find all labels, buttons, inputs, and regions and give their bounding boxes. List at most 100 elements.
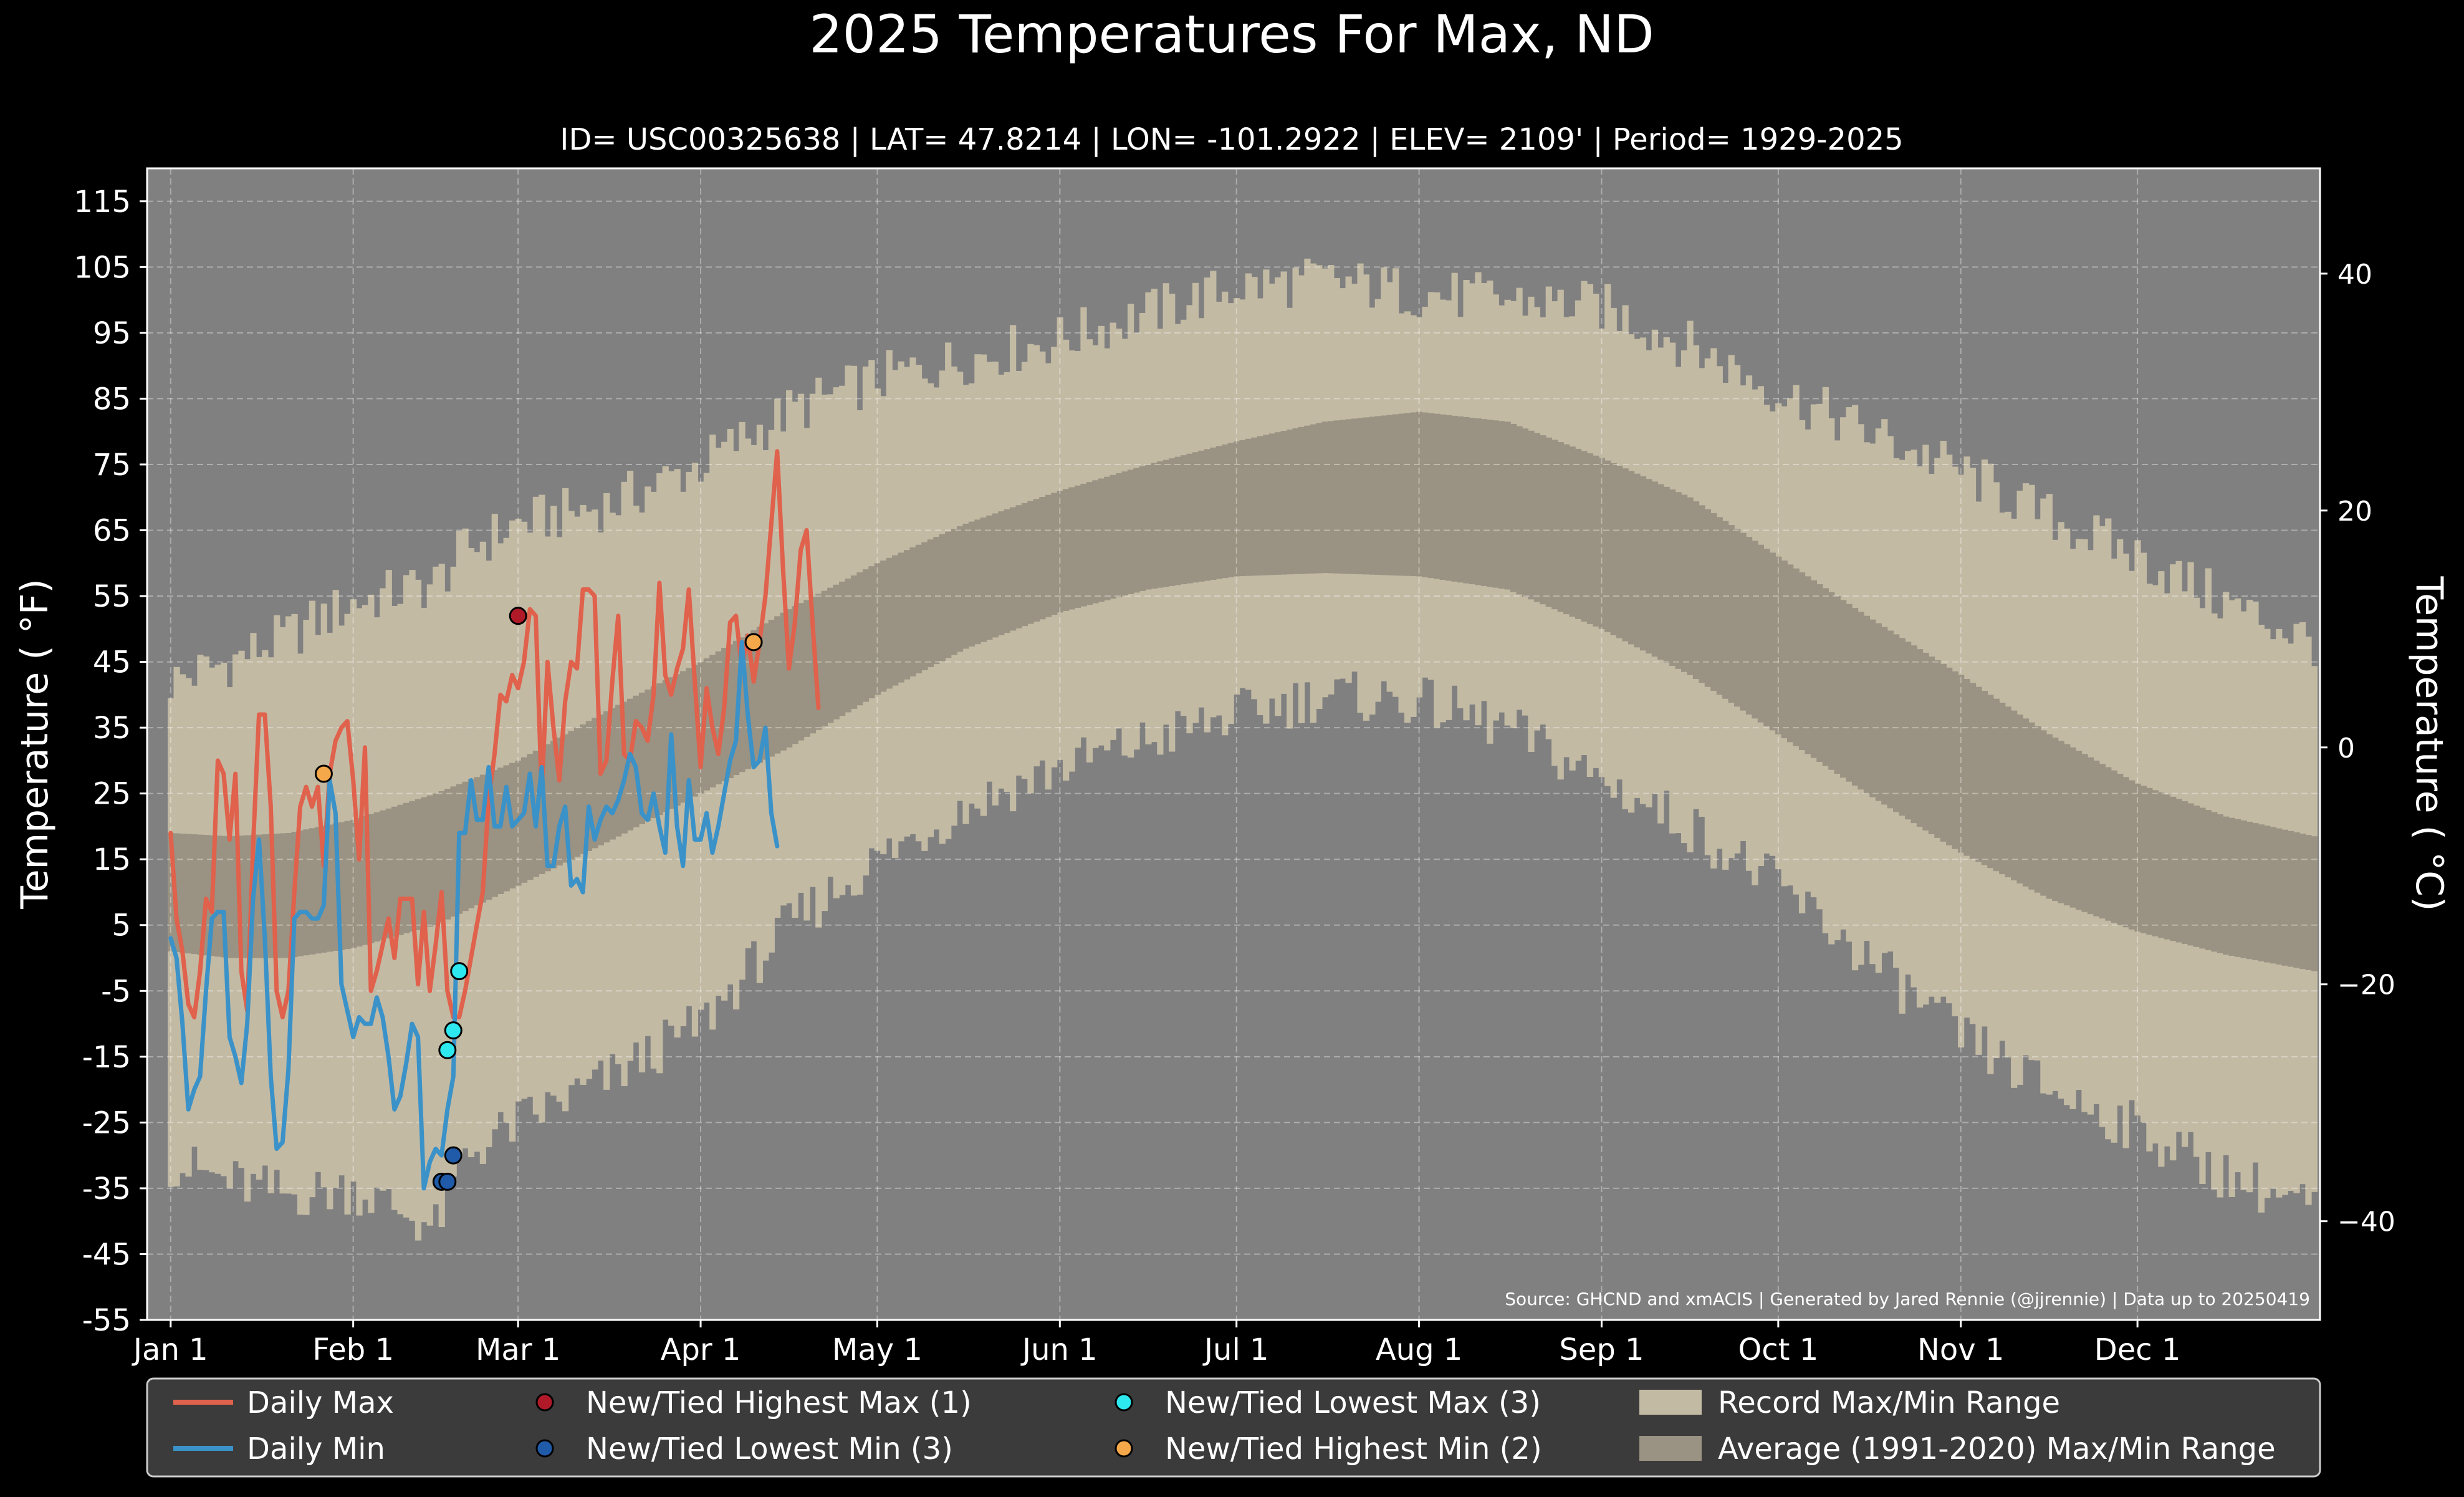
average-range-bar [892,555,899,686]
legend-label: Average (1991-2020) Max/Min Range [1718,1432,2276,1466]
average-range-bar [2099,764,2106,919]
average-range-bar [1545,437,1552,607]
average-range-bar [2223,816,2230,955]
record-marker [438,1041,457,1059]
average-range-bar [1492,420,1499,588]
average-range-bar [274,834,280,958]
average-range-bar [562,734,569,863]
chart-subtitle: ID= USC00325638 | LAT= 47.8214 | LON= -1… [560,122,1903,157]
average-range-bar [1121,471,1128,596]
average-range-bar [238,835,245,958]
y-axis-label-left: Temperature ( °F) [13,579,57,910]
average-range-bar [2193,806,2200,947]
average-range-bar [297,830,304,956]
average-range-bar [1757,544,1765,723]
average-range-bar [1357,418,1364,575]
x-tick-label: Nov 1 [1917,1332,2004,1367]
average-range-bar [727,644,734,779]
average-range-bar [438,791,445,923]
y-right-tick-label: 40 [2337,259,2372,291]
y-tick-label: -25 [82,1105,131,1140]
average-range-bar [1787,564,1794,743]
average-range-bar [1321,421,1328,574]
average-range-bar [715,651,722,784]
average-range-bar [679,671,687,803]
average-range-bar [544,744,551,872]
record-marker [444,1021,463,1040]
record-marker-group [509,607,527,625]
x-tick-label: Jul 1 [1202,1332,1269,1367]
average-range-bar [792,606,798,744]
average-range-bar [1257,436,1264,575]
average-range-bar [309,828,316,955]
y-tick-label: 115 [74,185,131,219]
y-axis-label-right: Temperature ( °C) [2407,576,2451,912]
average-range-bar [232,835,239,958]
average-range-bar [797,603,805,741]
average-range-bar [1763,549,1770,727]
y-tick-label: 15 [93,842,131,877]
average-range-bar [1340,420,1346,574]
y-tick-label: 65 [93,513,131,548]
average-range-bar [1769,552,1776,731]
x-tick-label: Sep 1 [1559,1332,1644,1367]
average-range-bar [1663,486,1670,663]
average-range-bar [1234,441,1240,577]
average-range-bar [1639,476,1647,651]
legend-label: Daily Min [247,1432,385,1466]
average-range-bar [1110,474,1116,599]
y-right-tick-label: 20 [2337,496,2372,527]
average-range-bar [409,801,416,932]
average-range-bar [1510,423,1517,592]
average-range-bar [2276,828,2283,965]
average-range-bar [1680,494,1688,672]
average-range-bar [362,816,369,945]
plot-frame [146,167,2321,1321]
average-range-bar [1210,447,1217,580]
average-range-bar [915,544,923,673]
average-range-bar [1622,468,1629,642]
average-range-bar [191,834,198,955]
average-range-bar [874,563,881,695]
average-range-bar [1351,418,1358,574]
average-range-bar [1710,513,1717,691]
average-range-bar [1504,421,1511,590]
average-range-bar [2246,822,2253,960]
average-range-bar [368,814,375,943]
average-range-bar [739,637,745,773]
average-range-bar [697,662,704,794]
average-range-bar [1098,478,1105,602]
average-range-bar [573,728,581,857]
average-range-bar [2205,810,2212,950]
average-range-bar [703,658,711,791]
average-range-bar [527,754,534,880]
average-range-bar [1010,507,1017,631]
legend-swatch-patch [1639,1436,1702,1461]
average-range-bar [1039,497,1046,620]
average-range-bar [568,731,575,860]
average-range-bar [2146,787,2153,935]
average-range-bar [980,517,987,642]
average-range-bar [1646,479,1652,654]
average-range-bar [615,705,622,837]
average-range-bar [1021,503,1028,627]
average-range-bar [1186,453,1193,584]
average-range-bar [356,817,363,947]
average-range-bar [1516,426,1523,595]
average-range-bar [1287,430,1293,575]
x-tick-label: Jan 1 [132,1332,208,1367]
average-range-bar [1169,458,1176,586]
average-range-bar [2252,823,2259,961]
average-range-bar [1887,630,1894,809]
average-range-bar [1027,501,1034,624]
average-range-bar [786,609,793,748]
average-range-bar [1127,469,1134,594]
average-range-bar [1810,580,1818,758]
legend-swatch-dot [1115,1439,1133,1458]
average-range-bar [585,721,593,852]
average-range-bar [2140,786,2147,933]
average-range-bar [1080,483,1087,607]
average-range-bar [962,523,969,649]
average-range-bar [1310,424,1317,574]
average-range-bar [1834,596,1841,774]
